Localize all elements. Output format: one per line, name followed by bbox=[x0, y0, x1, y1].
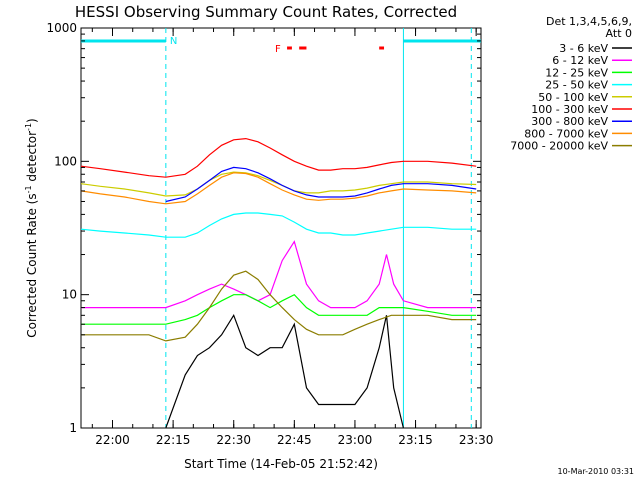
x-tick-label: 22:15 bbox=[156, 433, 191, 447]
y-tick-label: 100 bbox=[54, 154, 77, 168]
series-line bbox=[81, 270, 477, 342]
y-tick-label: 10 bbox=[62, 288, 77, 302]
legend-entry-label: 800 - 7000 keV bbox=[524, 127, 608, 140]
series-line bbox=[165, 166, 477, 203]
series-line bbox=[165, 313, 404, 429]
series-line bbox=[80, 212, 477, 238]
x-tick-label: 23:15 bbox=[398, 433, 433, 447]
x-tick-label: 23:30 bbox=[459, 433, 494, 447]
x-tick-label: 23:00 bbox=[338, 433, 373, 447]
legend-entry-label: 100 - 300 keV bbox=[531, 103, 608, 116]
legend-entry-label: 12 - 25 keV bbox=[545, 66, 608, 79]
night-label: N bbox=[170, 36, 177, 47]
x-tick-label: 22:45 bbox=[277, 433, 312, 447]
plot-frame bbox=[80, 27, 482, 429]
y-axis-ticks: 1 10 100 1000 bbox=[46, 21, 481, 435]
legend-entry-label: 6 - 12 keV bbox=[552, 54, 608, 67]
series-line bbox=[80, 137, 477, 178]
legend-header: Det 1,3,4,5,6,9, bbox=[546, 15, 632, 28]
x-tick-label: 22:30 bbox=[216, 433, 251, 447]
y-tick-label: 1 bbox=[69, 421, 77, 435]
timestamp: 10-Mar-2010 03:31 bbox=[558, 467, 635, 476]
y-tick-label: 1000 bbox=[46, 21, 77, 35]
legend-entry-label: 7000 - 20000 keV bbox=[510, 140, 608, 153]
y-axis-label: Corrected Count Rate (s-1 detector-1) bbox=[24, 118, 39, 337]
series-line bbox=[81, 240, 477, 309]
y-axis-label-part: ) bbox=[25, 118, 39, 123]
legend-entry-label: 3 - 6 keV bbox=[559, 42, 608, 55]
legend-entry-label: 300 - 800 keV bbox=[531, 115, 608, 128]
y-axis-label-exp: -1 bbox=[24, 185, 33, 193]
series-line bbox=[81, 293, 477, 325]
x-tick-label: 22:00 bbox=[95, 433, 130, 447]
series-group bbox=[80, 137, 477, 429]
y-axis-label-part: detector bbox=[25, 131, 39, 186]
annotations: N F bbox=[81, 28, 481, 428]
series-line bbox=[80, 172, 477, 205]
plot-area: N F 22:00 22:15 22:30 22:45 23:00 23:15 23:30 … bbox=[46, 21, 493, 447]
y-axis-label-exp: -1 bbox=[24, 123, 33, 131]
x-axis-label: Start Time (14-Feb-05 21:52:42) bbox=[184, 457, 378, 471]
chart-title: HESSI Observing Summary Count Rates, Cor… bbox=[75, 3, 457, 21]
legend-header: Att 0 bbox=[606, 27, 632, 40]
x-axis-ticks: 22:00 22:15 22:30 22:45 23:00 23:15 23:30 bbox=[91, 28, 494, 447]
legend-entry-label: 25 - 50 keV bbox=[545, 79, 608, 92]
flare-label: F bbox=[275, 44, 281, 55]
legend-entry-label: 50 - 100 keV bbox=[538, 91, 608, 104]
y-axis-label-part: Corrected Count Rate (s bbox=[25, 193, 39, 337]
